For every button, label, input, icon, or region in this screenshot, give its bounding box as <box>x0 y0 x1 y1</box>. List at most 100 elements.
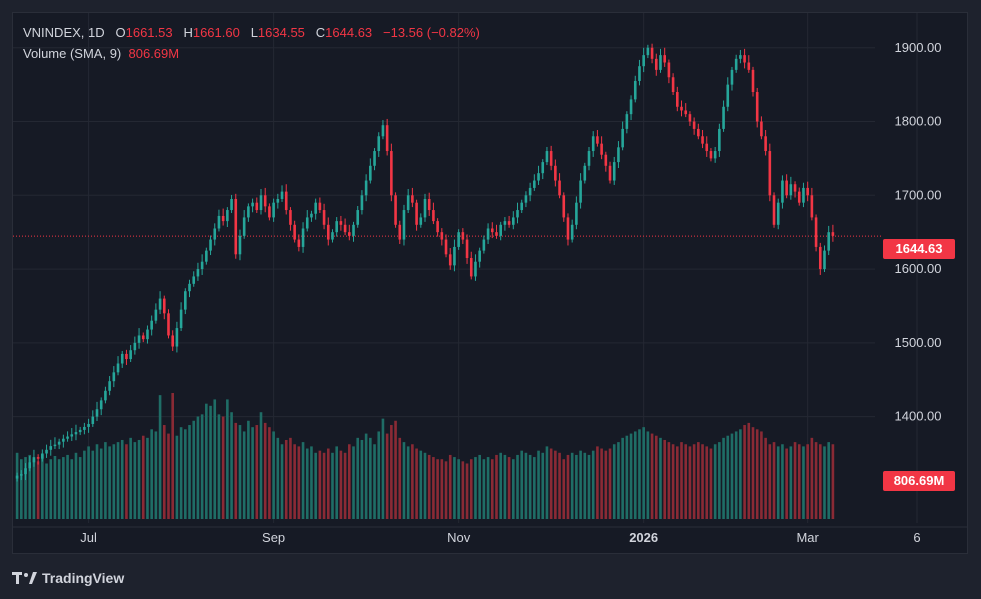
candle-body <box>242 217 246 236</box>
volume-bar <box>591 450 595 519</box>
volume-bar <box>415 448 418 519</box>
candle-body <box>587 151 591 166</box>
volume-bar <box>146 437 149 519</box>
volume-bar <box>49 459 53 519</box>
candle-body <box>621 128 624 148</box>
volume-bar <box>221 416 225 519</box>
candle-body <box>99 400 103 410</box>
candle-body <box>251 202 254 207</box>
volume-bar <box>251 427 254 519</box>
volume-bar <box>604 450 608 519</box>
candle-body <box>24 468 27 475</box>
volume-bar <box>377 431 381 519</box>
volume-bar <box>108 446 111 519</box>
volume-bar <box>743 425 746 519</box>
candle-body <box>554 165 557 181</box>
volume-bar <box>310 446 313 519</box>
candle-body <box>676 92 679 107</box>
volume-bar <box>684 444 688 519</box>
volume-bar <box>297 446 301 519</box>
volume-bar <box>806 444 809 519</box>
chart-frame[interactable]: 1400.00 1500.00 1600.00 1700.00 1800.00 1900.… <box>12 12 968 554</box>
candle-body <box>579 180 582 203</box>
volume-bar <box>663 439 666 519</box>
candle-body <box>806 187 809 196</box>
candle-body <box>411 195 414 203</box>
volume-bar <box>331 452 334 519</box>
volume-bar <box>818 444 822 519</box>
volume-bar <box>360 439 364 519</box>
candle-body <box>394 195 397 225</box>
x-tick-label: Mar <box>796 530 819 545</box>
volume-bar <box>612 444 616 519</box>
volume-bar <box>507 457 511 519</box>
x-tick-label: Nov <box>447 530 471 545</box>
volume-bar <box>162 425 166 519</box>
candle-body <box>448 254 452 266</box>
volume-bar <box>566 454 570 519</box>
volume-bar <box>608 448 612 519</box>
candle-body <box>512 217 515 225</box>
candle-body <box>390 151 393 196</box>
volume-bar <box>785 448 788 519</box>
volume-bar <box>192 420 196 519</box>
candle-body <box>789 184 793 196</box>
close-value: 1644.63 <box>325 25 373 40</box>
volume-bar <box>45 463 48 519</box>
candle-body <box>377 136 381 152</box>
candle-body <box>520 202 524 211</box>
volume-bar <box>642 427 645 519</box>
candle-body <box>604 154 608 166</box>
volume-bar <box>406 446 410 519</box>
volume-bar <box>692 444 696 519</box>
volume-bar <box>318 450 322 519</box>
volume-bar <box>293 444 296 519</box>
candle-body <box>764 136 767 152</box>
candle-body <box>533 180 536 188</box>
volume-bar <box>554 450 557 519</box>
candle-body <box>667 62 671 78</box>
volume-bar <box>528 454 532 519</box>
candle-body <box>83 426 86 430</box>
volume-bar <box>562 459 566 519</box>
volume-bar <box>625 435 629 519</box>
candle-body <box>188 283 191 292</box>
y-tick-label: 1400.00 <box>895 409 942 424</box>
volume-bar <box>116 442 120 519</box>
candle-body <box>133 342 137 351</box>
volume-bar <box>141 435 145 519</box>
brand[interactable]: TradingView <box>12 568 124 588</box>
candle-body <box>524 195 528 203</box>
volume-bar <box>234 422 238 519</box>
candle-body <box>314 202 317 214</box>
volume-bar <box>305 448 309 519</box>
candle-body <box>398 224 402 240</box>
candle-body <box>209 239 212 251</box>
candle-body <box>591 136 595 152</box>
volume-bar <box>575 454 578 519</box>
candle-body <box>415 202 418 225</box>
volume-bar <box>629 433 633 519</box>
volume-bar <box>697 442 700 519</box>
candle-body <box>646 47 650 56</box>
candle-body <box>793 184 797 192</box>
candle-body <box>318 202 322 211</box>
candle-body <box>120 353 124 364</box>
candle-body <box>419 217 423 225</box>
volume-bar <box>436 459 439 519</box>
candle-body <box>284 191 288 211</box>
volume-bar <box>718 442 721 519</box>
candle-body <box>490 228 494 233</box>
chart-canvas[interactable]: 1400.00 1500.00 1600.00 1700.00 1800.00 1900.… <box>13 13 967 553</box>
candle-body <box>276 198 280 203</box>
candle-body <box>196 269 200 277</box>
volume-bar <box>545 446 549 519</box>
volume-bar <box>793 442 797 519</box>
volume-bar <box>188 425 191 519</box>
volume-bar <box>390 425 393 519</box>
candle-body <box>137 335 141 343</box>
volume-bar <box>667 442 671 519</box>
candle-body <box>453 246 456 266</box>
candle-body <box>66 436 69 439</box>
candle-body <box>259 195 263 211</box>
